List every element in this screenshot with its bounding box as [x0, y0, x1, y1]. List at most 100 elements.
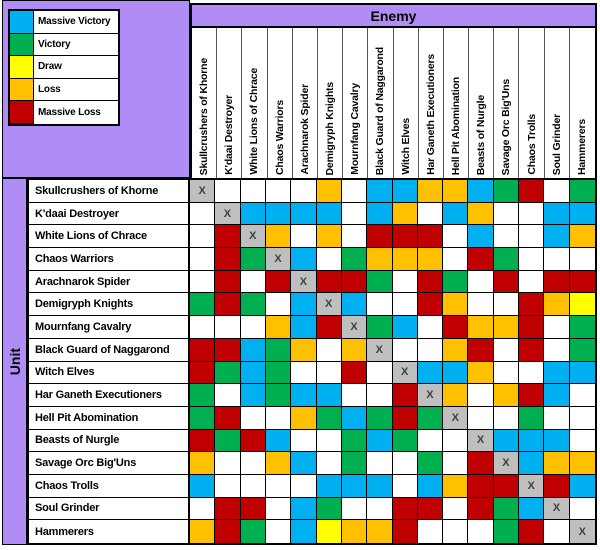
- result-cell[interactable]: [417, 293, 444, 317]
- result-cell[interactable]: [392, 406, 418, 430]
- result-cell[interactable]: [240, 520, 266, 543]
- result-cell[interactable]: [392, 316, 418, 339]
- result-cell[interactable]: [316, 497, 342, 521]
- diagonal-mirror-cell[interactable]: X: [544, 497, 570, 521]
- result-cell[interactable]: [569, 474, 595, 498]
- result-cell[interactable]: [316, 429, 342, 453]
- result-cell[interactable]: [341, 225, 368, 249]
- result-cell[interactable]: [468, 384, 494, 407]
- result-cell[interactable]: [190, 520, 216, 543]
- result-cell[interactable]: [367, 361, 393, 385]
- result-cell[interactable]: [215, 316, 241, 339]
- result-cell[interactable]: [190, 406, 216, 430]
- result-cell[interactable]: [240, 270, 266, 294]
- diagonal-mirror-cell[interactable]: X: [392, 361, 418, 385]
- result-cell[interactable]: [417, 225, 444, 249]
- result-cell[interactable]: [316, 180, 342, 203]
- diagonal-mirror-cell[interactable]: X: [443, 406, 469, 430]
- column-header-cell[interactable]: Chaos Trolls: [519, 28, 545, 178]
- result-cell[interactable]: [341, 384, 368, 407]
- result-cell[interactable]: [544, 316, 570, 339]
- result-cell[interactable]: [392, 248, 418, 271]
- result-cell[interactable]: [265, 270, 292, 294]
- result-cell[interactable]: [493, 180, 520, 203]
- result-cell[interactable]: [291, 361, 317, 385]
- result-cell[interactable]: [265, 338, 292, 362]
- result-cell[interactable]: [443, 497, 469, 521]
- column-header-cell[interactable]: Skullcrushers of Khorne: [192, 28, 218, 178]
- result-cell[interactable]: [316, 406, 342, 430]
- result-cell[interactable]: [190, 429, 216, 453]
- result-cell[interactable]: [215, 225, 241, 249]
- result-cell[interactable]: [519, 406, 545, 430]
- result-cell[interactable]: [417, 361, 444, 385]
- result-cell[interactable]: [316, 520, 342, 543]
- row-header-cell[interactable]: Witch Elves: [29, 361, 190, 385]
- result-cell[interactable]: [316, 270, 342, 294]
- result-cell[interactable]: [392, 520, 418, 543]
- result-cell[interactable]: [417, 452, 444, 475]
- diagonal-mirror-cell[interactable]: X: [519, 474, 545, 498]
- result-cell[interactable]: [316, 474, 342, 498]
- result-cell[interactable]: [443, 293, 469, 317]
- result-cell[interactable]: [569, 429, 595, 453]
- result-cell[interactable]: [265, 429, 292, 453]
- result-cell[interactable]: [493, 338, 520, 362]
- result-cell[interactable]: [519, 293, 545, 317]
- result-cell[interactable]: [468, 270, 494, 294]
- diagonal-mirror-cell[interactable]: X: [367, 338, 393, 362]
- result-cell[interactable]: [265, 520, 292, 543]
- result-cell[interactable]: [190, 248, 216, 271]
- result-cell[interactable]: [468, 497, 494, 521]
- result-cell[interactable]: [519, 270, 545, 294]
- result-cell[interactable]: [190, 338, 216, 362]
- result-cell[interactable]: [316, 384, 342, 407]
- result-cell[interactable]: [417, 202, 444, 226]
- row-header-cell[interactable]: Skullcrushers of Khorne: [29, 180, 190, 203]
- result-cell[interactable]: [493, 248, 520, 271]
- result-cell[interactable]: [265, 316, 292, 339]
- result-cell[interactable]: [265, 452, 292, 475]
- result-cell[interactable]: [544, 406, 570, 430]
- row-header-cell[interactable]: K'daai Destroyer: [29, 202, 190, 226]
- row-header-cell[interactable]: Savage Orc Big'Uns: [29, 452, 190, 475]
- result-cell[interactable]: [468, 452, 494, 475]
- result-cell[interactable]: [569, 361, 595, 385]
- result-cell[interactable]: [417, 406, 444, 430]
- result-cell[interactable]: [367, 248, 393, 271]
- result-cell[interactable]: [190, 316, 216, 339]
- result-cell[interactable]: [240, 361, 266, 385]
- result-cell[interactable]: [519, 429, 545, 453]
- result-cell[interactable]: [519, 384, 545, 407]
- result-cell[interactable]: [417, 338, 444, 362]
- result-cell[interactable]: [468, 520, 494, 543]
- result-cell[interactable]: [519, 225, 545, 249]
- result-cell[interactable]: [367, 497, 393, 521]
- result-cell[interactable]: [392, 202, 418, 226]
- column-header-cell[interactable]: Beasts of Nurgle: [469, 28, 495, 178]
- column-header-cell[interactable]: Har Ganeth Executioners: [419, 28, 444, 178]
- column-header-cell[interactable]: Witch Elves: [394, 28, 419, 178]
- row-header-cell[interactable]: White Lions of Chrace: [29, 225, 190, 249]
- column-header-cell[interactable]: K'daai Destroyer: [217, 28, 243, 178]
- result-cell[interactable]: [443, 474, 469, 498]
- result-cell[interactable]: [468, 248, 494, 271]
- result-cell[interactable]: [544, 452, 570, 475]
- result-cell[interactable]: [443, 384, 469, 407]
- row-header-cell[interactable]: Soul Grinder: [29, 497, 190, 521]
- result-cell[interactable]: [190, 452, 216, 475]
- result-cell[interactable]: [443, 248, 469, 271]
- result-cell[interactable]: [392, 452, 418, 475]
- result-cell[interactable]: [341, 293, 368, 317]
- column-header-cell[interactable]: Hammerers: [570, 28, 595, 178]
- result-cell[interactable]: [215, 384, 241, 407]
- result-cell[interactable]: [519, 248, 545, 271]
- result-cell[interactable]: [544, 248, 570, 271]
- row-header-cell[interactable]: Mournfang Cavalry: [29, 316, 190, 339]
- result-cell[interactable]: [417, 248, 444, 271]
- result-cell[interactable]: [240, 180, 266, 203]
- result-cell[interactable]: [265, 225, 292, 249]
- result-cell[interactable]: [493, 225, 520, 249]
- result-cell[interactable]: [190, 225, 216, 249]
- result-cell[interactable]: [190, 270, 216, 294]
